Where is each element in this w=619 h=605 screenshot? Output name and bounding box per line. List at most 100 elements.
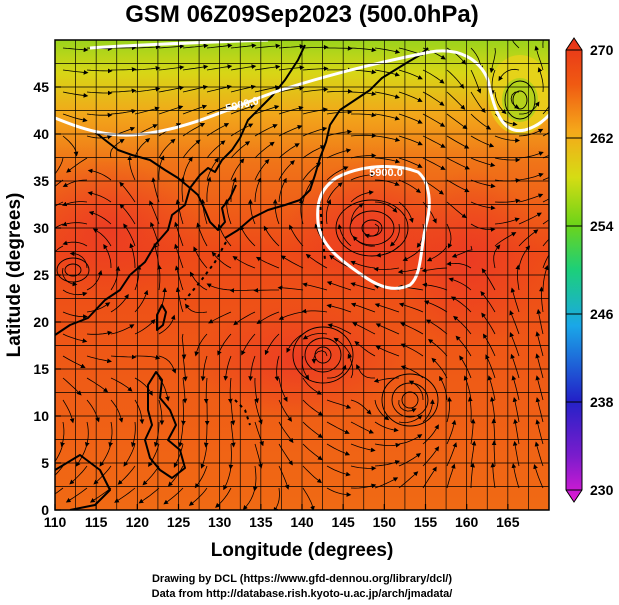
streamline <box>200 443 208 469</box>
streamline <box>134 137 151 159</box>
streamline <box>326 88 353 94</box>
streamline <box>88 210 112 225</box>
streamline <box>459 355 472 379</box>
streamline <box>110 88 137 94</box>
streamline <box>535 331 544 357</box>
x-tick-label: 145 <box>331 514 355 530</box>
streamline <box>152 242 160 269</box>
streamline <box>426 245 448 262</box>
y-tick-label: 0 <box>41 502 49 518</box>
streamline <box>241 333 256 356</box>
streamline <box>278 44 305 49</box>
streamline <box>278 443 293 466</box>
streamline <box>302 66 329 72</box>
streamline <box>87 191 112 203</box>
streamline <box>182 64 209 71</box>
streamline <box>398 113 423 124</box>
coast-japan <box>224 47 429 239</box>
streamline <box>422 466 437 489</box>
streamline <box>542 105 549 115</box>
streamline <box>182 355 188 382</box>
streamline <box>203 377 209 404</box>
streamline <box>350 465 377 471</box>
streamline <box>278 421 294 444</box>
streamline <box>354 340 376 357</box>
streamline <box>62 399 75 424</box>
streamline <box>326 303 352 313</box>
streamline <box>254 177 262 203</box>
streamline <box>206 104 232 115</box>
streamline <box>302 421 323 439</box>
streamline <box>134 86 161 93</box>
streamline <box>455 335 472 357</box>
colorbar-bar <box>565 37 583 503</box>
streamline <box>350 91 377 97</box>
streamline <box>470 69 482 94</box>
streamline <box>178 421 184 448</box>
streamline <box>480 291 496 313</box>
streamline <box>489 69 496 96</box>
streamline <box>518 245 531 269</box>
streamline <box>509 332 520 357</box>
streamline <box>62 113 88 123</box>
coast-islands-chain <box>184 199 326 426</box>
streamline <box>542 198 549 203</box>
streamline <box>481 312 496 335</box>
streamline <box>302 282 328 291</box>
x-tick-label: 115 <box>85 514 108 530</box>
x-tick-label: 160 <box>455 514 479 530</box>
streamline <box>254 85 280 93</box>
streamline <box>509 310 520 335</box>
streamline <box>167 465 184 487</box>
streamline <box>69 465 88 485</box>
streamline <box>134 44 161 50</box>
streamline <box>510 353 520 379</box>
streamline <box>398 414 423 424</box>
streamline <box>240 225 256 247</box>
streamline <box>254 141 275 159</box>
streamline <box>470 201 496 211</box>
streamline <box>263 225 280 247</box>
streamline <box>127 155 136 181</box>
streamline <box>364 223 380 239</box>
streamline <box>453 315 472 335</box>
streamline <box>60 421 65 448</box>
streamline <box>519 101 540 115</box>
streamline <box>515 264 521 291</box>
streamline <box>446 135 470 149</box>
streamline <box>302 399 324 416</box>
streamline <box>374 113 400 121</box>
coast-philippines <box>144 371 186 479</box>
streamline <box>278 377 288 403</box>
y-axis-ticks: 0 5 10 15 20 25 30 35 40 45 <box>33 79 61 518</box>
streamline <box>277 285 304 291</box>
streamline <box>89 487 112 503</box>
streamline <box>302 333 328 340</box>
streamline <box>446 419 457 445</box>
streamline <box>470 462 475 489</box>
streamline <box>347 353 354 379</box>
streamline <box>278 399 293 422</box>
streamline <box>158 44 185 49</box>
streamline <box>114 487 136 503</box>
streamline <box>111 67 137 72</box>
streamline <box>55 487 64 495</box>
streamline <box>119 181 136 203</box>
streamline <box>398 69 423 80</box>
streamline <box>439 375 448 401</box>
streamline <box>227 377 233 404</box>
streamline <box>62 91 89 98</box>
streamline <box>431 357 448 379</box>
streamline <box>326 281 352 291</box>
streamline <box>446 91 466 110</box>
colorbar-tick-label: 246 <box>590 306 614 322</box>
contour-label-anticyclone: 5900.0 <box>369 167 403 179</box>
streamline <box>326 399 352 409</box>
colorbar-tick-label: 254 <box>590 218 614 234</box>
cool-patch-northeast-core <box>502 78 538 122</box>
streamline <box>230 421 236 448</box>
streamline <box>286 333 304 353</box>
streamline <box>86 399 100 423</box>
credit-dcl: Drawing by DCL (https://www.gfd-dennou.o… <box>152 573 452 585</box>
streamline <box>327 45 353 51</box>
